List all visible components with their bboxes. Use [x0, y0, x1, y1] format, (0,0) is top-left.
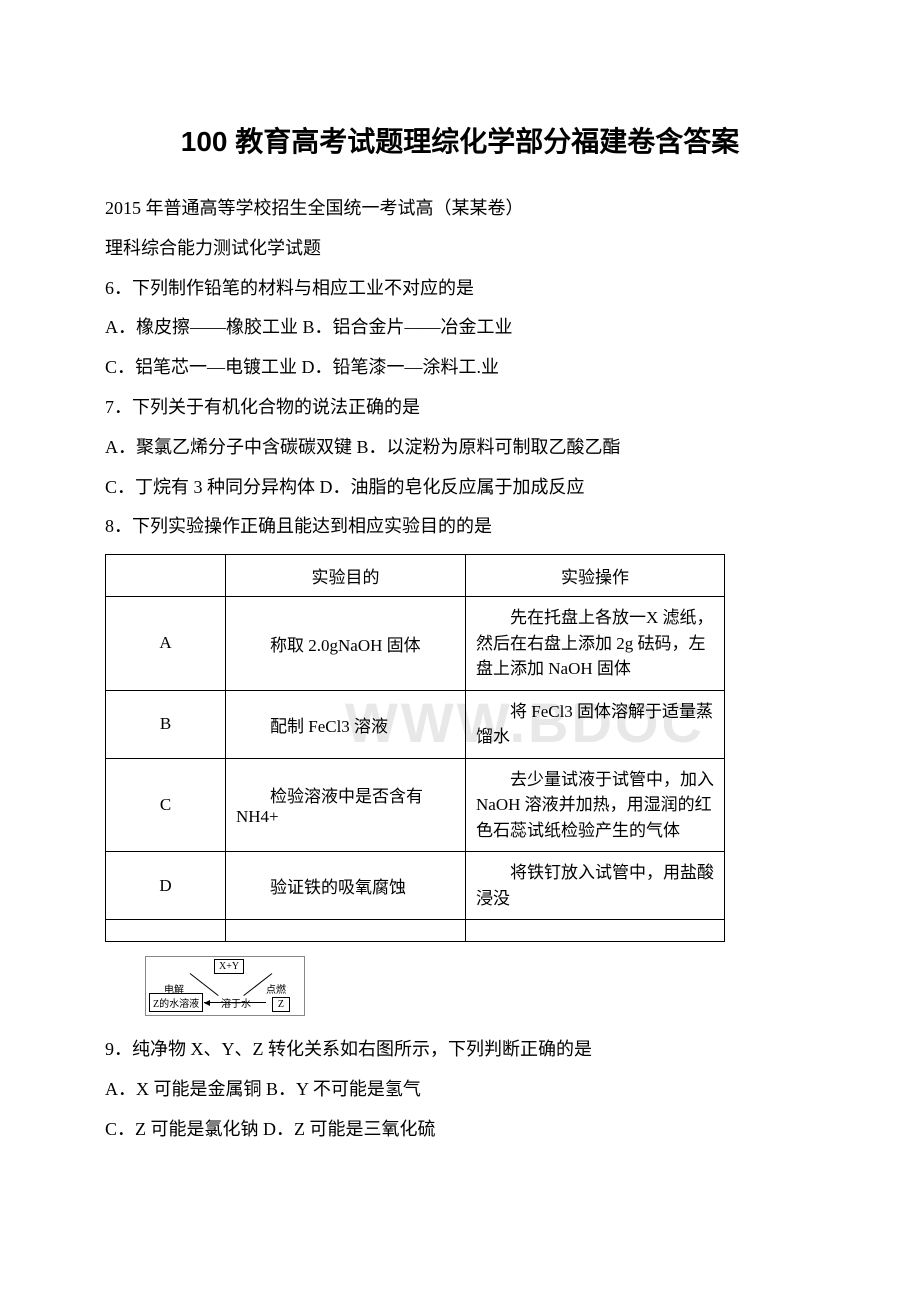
diagram-top-box: X+Y [214, 959, 244, 974]
row-operation: 将 FeCl3 固体溶解于适量蒸馏水 [466, 690, 725, 758]
row-label: B [106, 690, 226, 758]
row-purpose: 配制 FeCl3 溶液 [226, 690, 466, 758]
q7-opt-ab: A．聚氯乙烯分子中含碳碳双键 B．以淀粉为原料可制取乙酸乙酯 [105, 429, 815, 467]
row-operation: 先在托盘上各放一X 滤纸，然后在右盘上添加 2g 砝码，左盘上添加 NaOH 固… [466, 597, 725, 691]
q6-opt-ab: A．橡皮擦——橡胶工业 B．铝合金片——冶金工业 [105, 309, 815, 347]
th-operation: 实验操作 [466, 555, 725, 597]
experiment-table: 实验目的 实验操作 A 称取 2.0gNaOH 固体 先在托盘上各放一X 滤纸，… [105, 554, 725, 942]
q6-opt-cd: C．铝笔芯一—电镀工业 D．铅笔漆一—涂料工.业 [105, 349, 815, 387]
table-row: A 称取 2.0gNaOH 固体 先在托盘上各放一X 滤纸，然后在右盘上添加 2… [106, 597, 725, 691]
empty-cell [226, 920, 466, 942]
q7-stem: 7．下列关于有机化合物的说法正确的是 [105, 389, 815, 427]
table-row: B 配制 FeCl3 溶液 将 FeCl3 固体溶解于适量蒸馏水 [106, 690, 725, 758]
table-row: C 检验溶液中是否含有 NH4+ 去少量试液于试管中，加入 NaOH 溶液并加热… [106, 758, 725, 852]
row-label: D [106, 852, 226, 920]
q6-stem: 6．下列制作铅笔的材料与相应工业不对应的是 [105, 270, 815, 308]
diagram-line-bottom [204, 1002, 266, 1003]
conversion-diagram: X+Y 电解 点燃 Z的水溶液 溶于水 Z [145, 956, 305, 1016]
empty-cell [106, 920, 226, 942]
diagram-arrow-icon [204, 1000, 210, 1006]
row-label: C [106, 758, 226, 852]
row-operation: 将铁钉放入试管中，用盐酸浸没 [466, 852, 725, 920]
diagram-bottom-right-box: Z [272, 997, 290, 1012]
row-label: A [106, 597, 226, 691]
row-purpose: 检验溶液中是否含有 NH4+ [226, 758, 466, 852]
q9-opt-cd: C．Z 可能是氯化钠 D．Z 可能是三氧化硫 [105, 1111, 815, 1149]
diagram-bottom-left-box: Z的水溶液 [149, 993, 203, 1012]
th-purpose: 实验目的 [226, 555, 466, 597]
diagram-container: X+Y 电解 点燃 Z的水溶液 溶于水 Z [145, 956, 815, 1021]
q7-opt-cd: C．丁烷有 3 种同分异构体 D．油脂的皂化反应属于加成反应 [105, 469, 815, 507]
q8-stem: 8．下列实验操作正确且能达到相应实验目的的是 [105, 508, 815, 546]
table-header-row: 实验目的 实验操作 [106, 555, 725, 597]
table-empty-row [106, 920, 725, 942]
line-source1: 2015 年普通高等学校招生全国统一考试高（某某卷） [105, 190, 815, 228]
th-blank [106, 555, 226, 597]
row-operation: 去少量试液于试管中，加入 NaOH 溶液并加热，用湿润的红色石蕊试纸检验产生的气… [466, 758, 725, 852]
row-purpose: 称取 2.0gNaOH 固体 [226, 597, 466, 691]
row-purpose: 验证铁的吸氧腐蚀 [226, 852, 466, 920]
line-source2: 理科综合能力测试化学试题 [105, 230, 815, 268]
q9-stem: 9．纯净物 X、Y、Z 转化关系如右图所示，下列判断正确的是 [105, 1031, 815, 1069]
document-title: 100 教育高考试题理综化学部分福建卷含答案 [105, 120, 815, 160]
diagram-right-label: 点燃 [266, 981, 286, 996]
page-content: WWW.BDOC 100 教育高考试题理综化学部分福建卷含答案 2015 年普通… [105, 120, 815, 1149]
empty-cell [466, 920, 725, 942]
table-row: D 验证铁的吸氧腐蚀 将铁钉放入试管中，用盐酸浸没 [106, 852, 725, 920]
q9-opt-ab: A．X 可能是金属铜 B．Y 不可能是氢气 [105, 1071, 815, 1109]
